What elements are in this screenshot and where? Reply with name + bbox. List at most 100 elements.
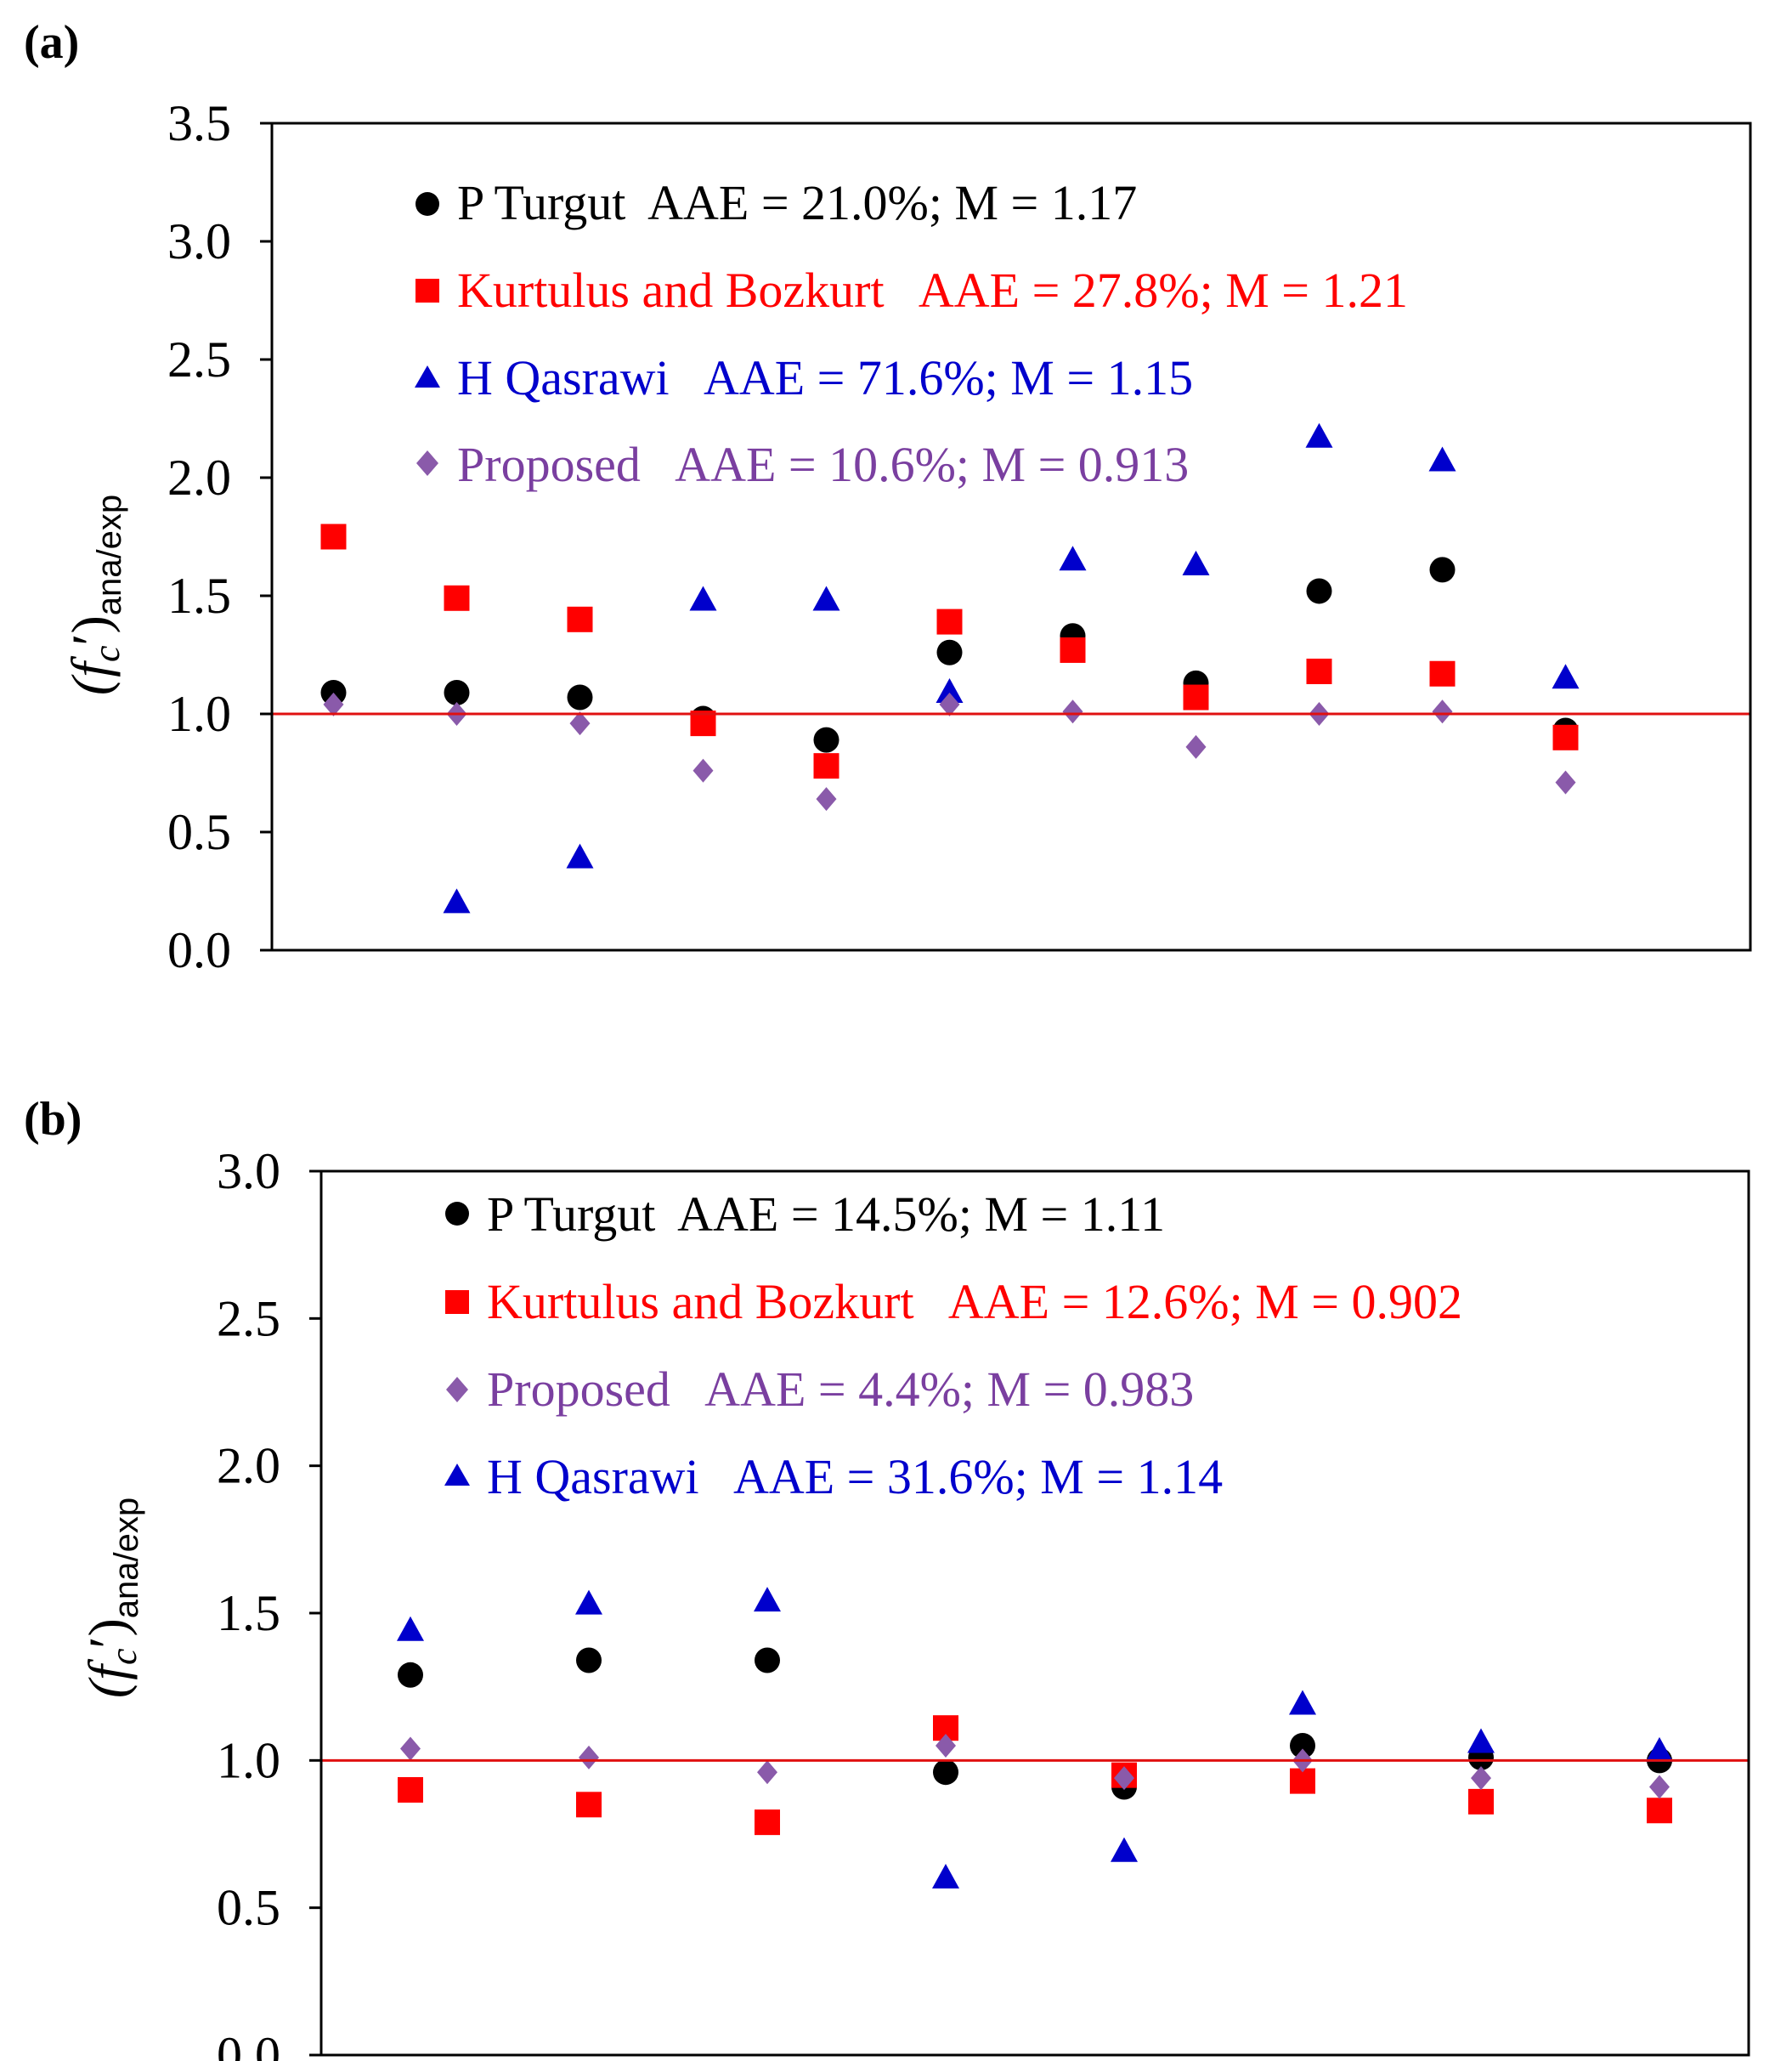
y-ticks: 0.0 0.5 1.0 1.5 2.0 2.5 3.0 [217, 1143, 321, 2061]
y-tick-label: 2.0 [167, 450, 231, 506]
y-tick-label: 3.5 [167, 95, 231, 151]
y-tick-label: 3.0 [167, 213, 231, 269]
point-proposed [1471, 1766, 1491, 1791]
point-qasrawi [575, 1589, 602, 1615]
y-tick-label: 0.0 [167, 922, 231, 978]
point-qasrawi [1467, 1728, 1495, 1753]
y-axis-label-subscript: ana/exp [91, 495, 128, 615]
y-axis-label: (fc′)ana/exp [60, 495, 128, 695]
y-axis-label-subscript: ana/exp [108, 1498, 145, 1618]
point-proposed [939, 692, 960, 716]
point-kurtulus [1060, 637, 1086, 663]
point-proposed [323, 692, 344, 716]
legend-label-proposed: Proposed AAE = 10.6%; M = 0.913 [457, 437, 1189, 492]
legend-marker-proposed [416, 450, 438, 476]
point-proposed [1649, 1775, 1670, 1799]
point-kurtulus [1552, 724, 1579, 750]
point-turgut [755, 1647, 780, 1673]
y-axis-label-close: ) [60, 615, 121, 633]
point-kurtulus [576, 1792, 602, 1818]
point-proposed [1185, 734, 1207, 759]
legend-marker-turgut [415, 192, 439, 216]
point-kurtulus [1468, 1788, 1494, 1815]
y-tick-label: 2.5 [167, 331, 231, 388]
y-tick-label: 2.0 [217, 1438, 280, 1494]
point-qasrawi [932, 1864, 959, 1888]
y-tick-label: 0.5 [167, 804, 231, 860]
point-proposed [692, 758, 714, 783]
panel-a: (a) (fc′)ana/exp 0.0 0.5 1.0 1.5 2.0 2.5 3.0 3.… [24, 16, 1752, 978]
legend-marker-kurtulus [445, 1290, 469, 1314]
legend: P Turgut AAE = 14.5%; M = 1.11 Kurtulus … [444, 1186, 1462, 1504]
data-points [397, 1587, 1673, 1888]
plot-frame [270, 122, 1752, 952]
y-tick-label: 3.0 [217, 1143, 280, 1199]
y-tick-label: 0.5 [217, 1880, 280, 1936]
y-axis-label-prime: ′ [77, 1637, 138, 1649]
point-kurtulus [444, 585, 470, 611]
legend-label-turgut: P Turgut AAE = 21.0%; M = 1.17 [457, 175, 1137, 230]
point-qasrawi [1182, 550, 1210, 575]
point-turgut [1306, 578, 1332, 604]
point-qasrawi [1111, 1837, 1138, 1862]
legend-marker-turgut [445, 1202, 469, 1226]
point-kurtulus [813, 753, 839, 779]
point-turgut [1290, 1733, 1315, 1758]
point-turgut [398, 1662, 423, 1688]
y-ticks: 0.0 0.5 1.0 1.5 2.0 2.5 3.0 3.5 [167, 95, 272, 978]
point-kurtulus [1183, 684, 1209, 711]
y-axis-label: (fc′)ana/exp [77, 1498, 145, 1698]
point-qasrawi [443, 888, 471, 914]
panel-label: (b) [24, 1093, 82, 1146]
point-kurtulus [398, 1777, 423, 1803]
legend-marker-qasrawi [415, 365, 440, 388]
point-proposed [816, 787, 837, 812]
point-kurtulus [320, 524, 347, 550]
legend-label-turgut: P Turgut AAE = 14.5%; M = 1.11 [487, 1186, 1165, 1242]
legend: P Turgut AAE = 21.0%; M = 1.17 Kurtulus … [415, 175, 1408, 492]
y-tick-label: 2.5 [217, 1290, 280, 1346]
point-proposed [569, 711, 591, 736]
point-proposed [757, 1760, 777, 1785]
legend-marker-qasrawi [444, 1464, 470, 1486]
point-kurtulus [936, 609, 963, 635]
point-qasrawi [566, 843, 594, 869]
y-tick-label: 1.0 [167, 686, 231, 742]
y-tick-label: 1.5 [167, 568, 231, 624]
point-qasrawi [397, 1616, 424, 1641]
point-kurtulus [755, 1809, 780, 1836]
y-axis-label-prime: ′ [60, 634, 121, 646]
point-proposed [1432, 699, 1453, 724]
legend-label-qasrawi: H Qasrawi AAE = 71.6%; M = 1.15 [457, 350, 1193, 405]
point-turgut [567, 684, 593, 711]
y-tick-label: 1.5 [217, 1585, 280, 1641]
point-proposed [400, 1736, 421, 1761]
point-qasrawi [812, 586, 840, 611]
y-tick-label: 1.0 [217, 1732, 280, 1788]
svg-text:(fc′)ana/exp: (fc′)ana/exp [77, 1498, 145, 1698]
panel-b: (b) (fc′)ana/exp 0.0 0.5 1.0 1.5 2.0 2.5 3.0 P… [24, 1093, 1750, 2061]
point-proposed [1114, 1766, 1134, 1791]
plot-frame [319, 1169, 1750, 2057]
point-turgut [576, 1647, 602, 1673]
point-kurtulus [1290, 1768, 1315, 1794]
y-axis-label-sub: c [86, 645, 127, 662]
point-qasrawi [754, 1587, 781, 1612]
legend-label-kurtulus: Kurtulus and Bozkurt AAE = 12.6%; M = 0.… [487, 1274, 1462, 1329]
point-proposed [1555, 770, 1576, 795]
point-turgut [444, 679, 470, 705]
legend-marker-proposed [446, 1377, 468, 1402]
point-turgut [1429, 557, 1456, 583]
point-kurtulus [1647, 1798, 1672, 1824]
point-proposed [1062, 699, 1083, 724]
point-qasrawi [1059, 546, 1087, 571]
legend-label-qasrawi: H Qasrawi AAE = 31.6%; M = 1.14 [487, 1449, 1223, 1504]
point-turgut [933, 1759, 958, 1786]
svg-text:(fc′)ana/exp: (fc′)ana/exp [60, 495, 128, 695]
point-qasrawi [936, 677, 964, 703]
point-qasrawi [689, 586, 717, 611]
point-kurtulus [567, 606, 593, 632]
panel-label: (a) [24, 16, 79, 69]
y-axis-label-sub: c [103, 1648, 144, 1665]
